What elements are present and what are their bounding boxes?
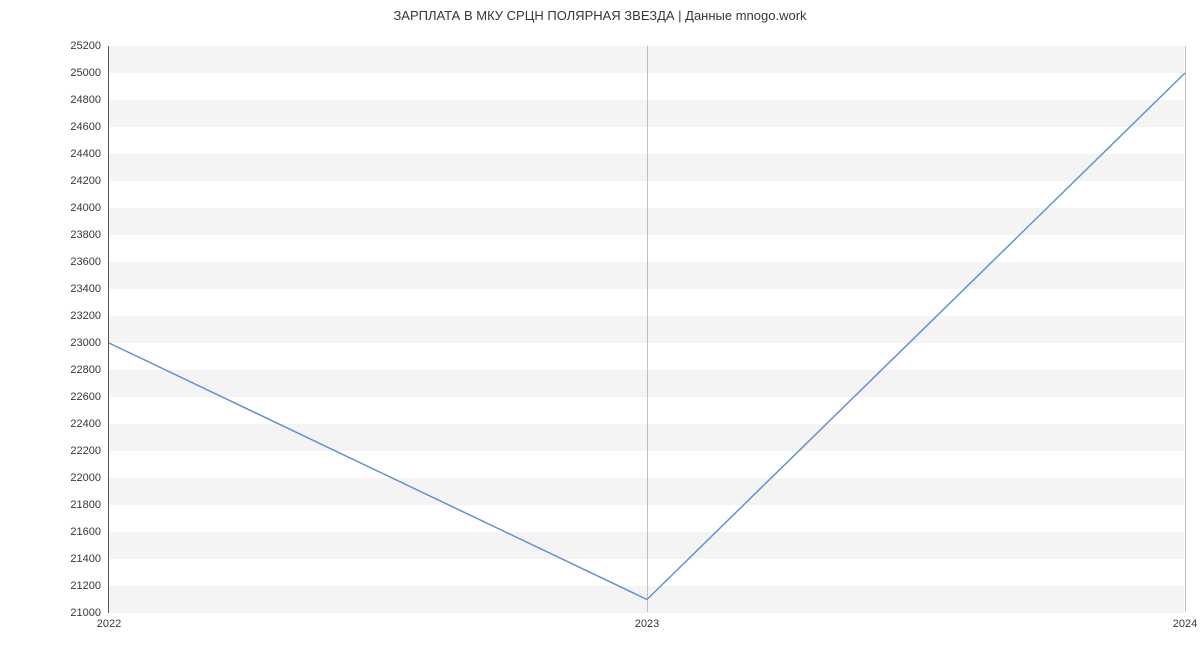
y-tick-label: 22000 [70,472,109,484]
series-salary [109,73,1185,600]
line-series [109,46,1185,613]
y-tick-label: 21200 [70,580,109,592]
y-tick-label: 24600 [70,121,109,133]
y-tick-label: 23400 [70,283,109,295]
y-tick-label: 23600 [70,256,109,268]
y-tick-label: 22400 [70,418,109,430]
y-tick-label: 21600 [70,526,109,538]
y-tick-label: 21800 [70,499,109,511]
y-tick-label: 22800 [70,364,109,376]
y-tick-label: 24200 [70,175,109,187]
plot-area: 2100021200214002160021800220002220022400… [108,46,1184,613]
y-tick-label: 24400 [70,148,109,160]
x-gridline [1185,46,1186,612]
y-tick-label: 24800 [70,94,109,106]
y-tick-label: 22200 [70,445,109,457]
chart-title: ЗАРПЛАТА В МКУ СРЦН ПОЛЯРНАЯ ЗВЕЗДА | Да… [0,8,1200,23]
x-tick-label: 2024 [1173,612,1197,630]
y-tick-label: 23800 [70,229,109,241]
x-tick-label: 2023 [635,612,659,630]
y-tick-label: 23000 [70,337,109,349]
y-tick-label: 21400 [70,553,109,565]
y-tick-label: 25000 [70,67,109,79]
y-tick-label: 24000 [70,202,109,214]
salary-line-chart: ЗАРПЛАТА В МКУ СРЦН ПОЛЯРНАЯ ЗВЕЗДА | Да… [0,0,1200,650]
y-tick-label: 23200 [70,310,109,322]
x-tick-label: 2022 [97,612,121,630]
y-tick-label: 22600 [70,391,109,403]
y-tick-label: 25200 [70,40,109,52]
